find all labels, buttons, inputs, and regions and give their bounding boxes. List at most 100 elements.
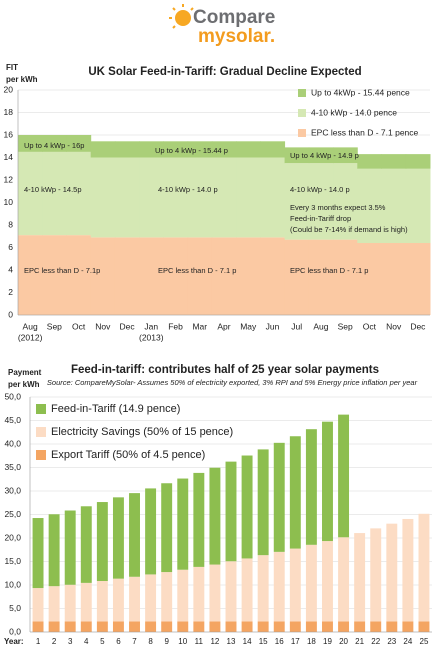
bar (209, 621, 221, 632)
area-step (18, 151, 43, 236)
bar (338, 414, 350, 538)
bar (64, 621, 76, 632)
bar (112, 497, 124, 579)
chart-title: Feed-in-tariff: contributes half of 25 y… (71, 364, 379, 376)
area-step (308, 239, 334, 315)
x-tick-label: 2 (52, 637, 57, 646)
y-tick-label: 4 (8, 264, 13, 274)
x-tick-label: 12 (210, 637, 219, 646)
area-step (90, 237, 116, 315)
y-tick-label: 25,0 (4, 509, 21, 519)
area-step (66, 135, 92, 152)
area-step (284, 163, 310, 240)
x-tick-label: Oct (363, 321, 377, 331)
bar (193, 472, 205, 567)
bar (289, 436, 301, 549)
y-tick-label: 10,0 (4, 579, 21, 589)
area-step (381, 154, 407, 169)
y-tick-label: 2 (8, 287, 13, 297)
bar (273, 621, 285, 632)
area-step (236, 141, 261, 158)
area-step (163, 237, 189, 315)
logo: Compare mysolar. (169, 4, 275, 47)
area-step (260, 157, 286, 238)
bar (177, 478, 189, 570)
bar (305, 544, 317, 622)
y-tick-label: 50,0 (4, 391, 21, 401)
annotation: 4-10 kWp - 14.0 p (158, 185, 218, 194)
bar (257, 621, 269, 632)
y-tick-label: 30,0 (4, 485, 21, 495)
bar (129, 576, 140, 622)
x-tick-label: 13 (227, 637, 236, 646)
y-tick-label: 10 (4, 197, 14, 207)
x-tick-label: Dec (119, 321, 135, 331)
annotation: Up to 4 kWp - 16p (24, 141, 84, 150)
y-tick-label: 18 (4, 107, 14, 117)
bar (80, 621, 92, 632)
bar (257, 555, 269, 622)
x-tick-label: 19 (323, 637, 332, 646)
legend-label: 4-10 kWp - 14.0 pence (311, 107, 397, 117)
area-step (260, 141, 286, 158)
area-step (405, 243, 431, 315)
bar (257, 449, 269, 556)
x-tick-label: Nov (95, 321, 111, 331)
legend-swatch (36, 450, 46, 460)
legend-swatch (36, 404, 46, 414)
area-step (333, 239, 358, 315)
y-tick-label: 35,0 (4, 462, 21, 472)
area-step (381, 168, 407, 243)
bar (96, 581, 108, 622)
bar (305, 621, 317, 632)
bar (129, 621, 140, 632)
legend-swatch (298, 89, 306, 97)
area-step (139, 237, 164, 315)
area-step (357, 154, 383, 169)
x-tick-label: 1 (36, 637, 41, 646)
x-tick-label: Oct (72, 321, 86, 331)
area-step (333, 147, 358, 164)
area-step (187, 237, 213, 315)
x-tick-label: 16 (275, 637, 284, 646)
bar (225, 561, 237, 622)
y-tick-label: 20,0 (4, 532, 21, 542)
bar (112, 578, 124, 622)
x-tick-label: Jan (144, 321, 158, 331)
x-tick-label: 4 (84, 637, 89, 646)
area-step (308, 163, 334, 240)
x-tick-label: 17 (291, 637, 300, 646)
bar (289, 548, 301, 622)
bar (322, 621, 333, 632)
y-tick-label: 16 (4, 129, 14, 139)
bar (386, 621, 398, 632)
bar (354, 533, 366, 622)
x-tick-label: 18 (307, 637, 316, 646)
area-step (381, 243, 407, 315)
y-tick-label: 0,0 (9, 626, 21, 636)
area-step (405, 154, 431, 169)
area-step (260, 237, 286, 315)
y-tick-label: 40,0 (4, 438, 21, 448)
bar (370, 528, 382, 622)
bar (177, 569, 189, 622)
area-step (236, 157, 261, 238)
bar (64, 510, 76, 585)
area-step (90, 157, 116, 238)
area-step (211, 141, 237, 158)
x-tick-label: Nov (386, 321, 402, 331)
bar (32, 518, 44, 589)
bar (161, 621, 173, 632)
area-step (308, 147, 334, 164)
area-step (42, 235, 67, 315)
area-step (211, 157, 237, 238)
bar (289, 621, 301, 632)
bar (193, 566, 205, 622)
bar (96, 502, 108, 582)
area-step (163, 157, 189, 238)
legend-label: Feed-in-Tariff (14.9 pence) (51, 403, 180, 415)
bar (338, 621, 350, 632)
x-tick-label: 24 (403, 637, 412, 646)
legend-swatch (298, 109, 306, 117)
sun-icon (175, 10, 191, 26)
